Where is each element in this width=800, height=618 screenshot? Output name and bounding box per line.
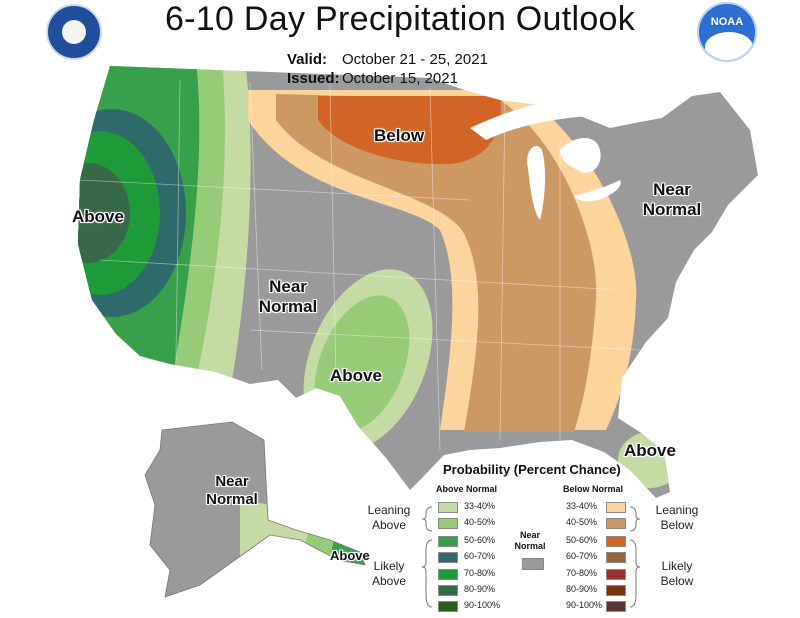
legend-above-swatch xyxy=(438,518,458,529)
legend-below-range: 70-80% xyxy=(566,568,598,578)
label-central-near-normal: Near Normal xyxy=(258,277,318,316)
legend-above-swatch xyxy=(438,585,458,596)
legend-above-swatch xyxy=(438,601,458,612)
noaa-logo-text: NOAA xyxy=(710,16,744,28)
legend-brackets xyxy=(421,506,641,608)
label-south-above: Above xyxy=(330,366,382,385)
band-central-below-40-50 xyxy=(276,94,597,432)
legend-above-swatch xyxy=(438,552,458,563)
label-florida-above: Above xyxy=(624,441,676,460)
valid-label: Valid: xyxy=(287,51,328,68)
label-alaska-above: Above xyxy=(330,548,370,563)
legend-above-range: 80-90% xyxy=(464,584,496,594)
legend-likely-below: Likely Below xyxy=(660,559,694,588)
label-west-above: Above xyxy=(72,207,124,226)
legend-below-range: 33-40% xyxy=(566,501,598,511)
band-north-below-50-60 xyxy=(318,96,501,165)
legend-title: Probability (Percent Chance) xyxy=(443,462,621,477)
legend-below-swatch xyxy=(606,502,626,513)
alaska-outline xyxy=(144,421,366,598)
legend-below-range: 40-50% xyxy=(566,517,598,527)
legend-below-swatch xyxy=(606,601,626,612)
great-lakes xyxy=(470,100,621,220)
commerce-seal-icon xyxy=(46,4,102,60)
legend-leaning-below: Leaning Below xyxy=(655,503,699,532)
legend-above-range: 70-80% xyxy=(464,568,496,578)
legend-above-swatch xyxy=(438,569,458,580)
legend-below-swatch xyxy=(606,585,626,596)
legend-near-normal-swatch xyxy=(522,558,544,570)
legend-below-range: 80-90% xyxy=(566,584,598,594)
legend-above-range: 33-40% xyxy=(464,501,496,511)
legend-above-range: 60-70% xyxy=(464,551,496,561)
legend-below-swatch xyxy=(606,552,626,563)
valid-value: October 21 - 25, 2021 xyxy=(342,51,488,68)
label-alaska-near-normal: Near Normal xyxy=(206,473,258,508)
legend-below-swatch xyxy=(606,569,626,580)
date-info: Valid: October 21 - 25, 2021 Issued: Octob… xyxy=(287,50,488,88)
legend-near-normal-label: Near Normal xyxy=(514,530,546,551)
issued-label: Issued: xyxy=(287,70,340,87)
band-west-80-90 xyxy=(78,163,130,263)
legend-below-swatch xyxy=(606,518,626,529)
legend-below-header: Below Normal xyxy=(563,484,624,494)
legend-above-swatch xyxy=(438,536,458,547)
legend-above-swatch xyxy=(438,502,458,513)
legend-above-range: 40-50% xyxy=(464,517,496,527)
label-northeast-near-normal: Near Normal xyxy=(642,180,702,219)
legend-above-header: Above Normal xyxy=(436,484,498,494)
state-borders xyxy=(79,79,641,451)
alaska-map xyxy=(145,422,365,597)
noaa-logo-icon: NOAA xyxy=(697,2,757,62)
label-north-below: Below xyxy=(374,126,425,145)
legend-likely-above: Likely Above xyxy=(371,559,407,588)
legend-below-range: 60-70% xyxy=(566,551,598,561)
legend-below-range: 50-60% xyxy=(566,535,598,545)
issued-value: October 15, 2021 xyxy=(342,70,458,87)
legend-below-range: 90-100% xyxy=(566,600,603,610)
page-title: 6-10 Day Precipitation Outlook xyxy=(164,0,636,38)
legend-below-swatch xyxy=(606,536,626,547)
legend-above-range: 90-100% xyxy=(464,600,501,610)
legend-leaning-above: Leaning Above xyxy=(367,503,411,532)
legend-above-range: 50-60% xyxy=(464,535,496,545)
